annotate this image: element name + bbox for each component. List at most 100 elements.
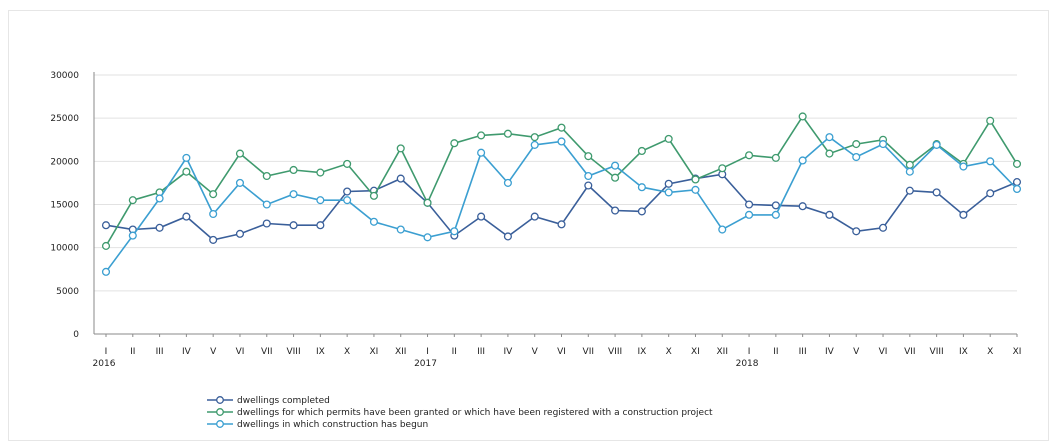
data-point [235, 149, 245, 158]
data-point [423, 233, 432, 242]
data-point [637, 183, 646, 192]
x-tick-label: X [344, 347, 350, 357]
x-tick-label: XII [717, 347, 728, 357]
axes [93, 72, 1017, 335]
data-point [450, 227, 459, 236]
data-point [182, 167, 191, 176]
data-point [262, 219, 271, 228]
data-point [503, 232, 512, 241]
data-point [691, 185, 700, 194]
x-tick-label: I [748, 347, 751, 357]
data-point [343, 196, 352, 205]
data-point [798, 202, 807, 211]
y-tick-label: 25000 [50, 114, 79, 124]
data-point [262, 200, 271, 209]
data-point [959, 210, 968, 219]
data-point [745, 210, 754, 219]
data-point [262, 171, 271, 181]
data-point [905, 167, 914, 176]
y-tick-label: 5000 [56, 287, 79, 297]
x-axis-ticks: I II III IV V VI VII VIII IX X XI XII I II III IV V VI VII… [93, 334, 1021, 369]
data-point [477, 148, 486, 157]
data-point [878, 223, 888, 232]
x-tick-label: IV [825, 347, 835, 357]
data-point [450, 139, 459, 148]
data-point [825, 133, 834, 142]
data-point [664, 134, 673, 143]
x-tick-label: XI [370, 347, 379, 357]
data-point [798, 156, 807, 165]
data-point [1012, 184, 1022, 194]
data-point [637, 146, 646, 156]
x-tick-label: IX [637, 347, 646, 357]
x-tick-label: XI [691, 347, 700, 357]
data-point [905, 160, 914, 169]
data-point [771, 153, 780, 162]
data-point [959, 162, 968, 171]
data-point [477, 212, 486, 221]
data-point [557, 220, 566, 229]
data-point [611, 173, 620, 182]
x-year-label: 2018 [736, 359, 759, 369]
data-point [986, 189, 995, 198]
x-tick-label: IX [316, 347, 325, 357]
data-point [664, 188, 673, 197]
data-point [343, 159, 352, 168]
data-point [530, 212, 539, 221]
data-point [664, 179, 673, 188]
data-point [101, 267, 111, 276]
data-point [396, 144, 405, 153]
y-tick-label: 15000 [50, 201, 79, 211]
x-tick-label: II [452, 347, 457, 357]
data-point [878, 140, 888, 149]
series-1 [101, 170, 1022, 244]
data-point [235, 178, 245, 187]
data-point [745, 200, 754, 209]
data-point [637, 207, 646, 216]
data-point [852, 227, 861, 236]
y-tick-label: 10000 [50, 244, 79, 254]
data-point [316, 168, 325, 177]
data-point [128, 196, 137, 205]
data-point [530, 140, 539, 149]
chart-frame [8, 10, 1049, 441]
data-point [289, 221, 298, 230]
x-tick-label: VIII [608, 347, 622, 357]
data-point [1012, 159, 1022, 168]
x-tick-label: IX [959, 347, 968, 357]
grid [94, 74, 1017, 292]
legend-item: dwellings completed [207, 396, 330, 406]
series-3 [101, 133, 1022, 276]
data-point [932, 188, 941, 197]
data-point [155, 194, 164, 203]
data-point [235, 229, 245, 238]
legend-label: dwellings completed [237, 396, 330, 406]
data-point [289, 165, 298, 175]
x-tick-label: VI [557, 347, 566, 357]
legend-marker [216, 408, 224, 416]
y-axis-ticks: 0 5000 10000 15000 20000 25000 30000 [50, 71, 79, 340]
y-tick-label: 0 [73, 330, 79, 340]
x-tick-label: VIII [930, 347, 944, 357]
x-tick-label: VII [904, 347, 915, 357]
data-point [825, 149, 834, 158]
x-tick-label: VI [879, 347, 888, 357]
data-point [852, 140, 861, 149]
data-point [423, 198, 432, 207]
data-point [745, 151, 754, 160]
x-tick-label: V [853, 347, 860, 357]
data-point [530, 133, 539, 142]
x-tick-label: X [987, 347, 993, 357]
x-tick-label: III [799, 347, 807, 357]
data-point [101, 241, 111, 250]
data-point [611, 161, 620, 170]
data-point [798, 112, 807, 121]
data-point [852, 152, 861, 162]
x-tick-label: III [156, 347, 164, 357]
x-year-label: 2016 [93, 359, 116, 369]
x-tick-label: VIII [286, 347, 300, 357]
data-point [343, 187, 352, 196]
x-tick-label: II [130, 347, 135, 357]
x-tick-label: VI [236, 347, 245, 357]
